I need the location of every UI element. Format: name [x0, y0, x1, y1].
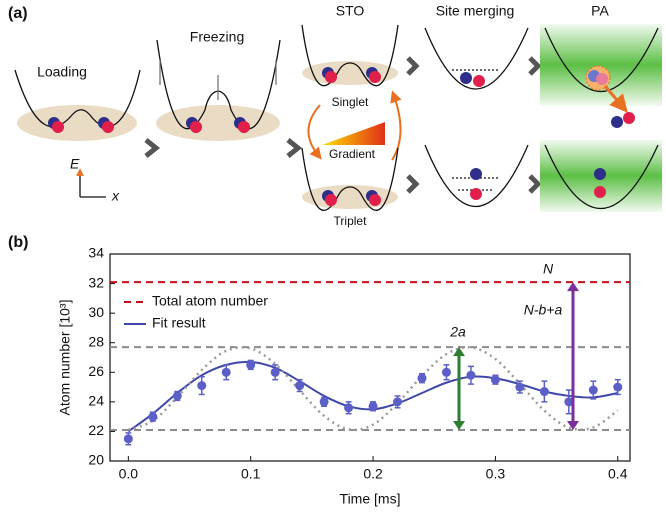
- atom: [596, 73, 608, 85]
- data-point: [466, 370, 476, 380]
- state-label: Triplet: [334, 214, 368, 228]
- data-point: [344, 403, 354, 413]
- potential: [424, 144, 529, 207]
- atom: [594, 168, 606, 180]
- atom: [623, 112, 635, 124]
- chevron: [528, 174, 542, 194]
- data-point: [221, 367, 231, 377]
- data-point: [246, 360, 256, 370]
- atom: [460, 72, 472, 84]
- chevron: [406, 56, 420, 76]
- x-tick-label: 0.1: [241, 466, 261, 482]
- y-tick-label: 26: [88, 363, 104, 379]
- plot-frame: [109, 253, 631, 462]
- data-point: [319, 397, 329, 407]
- data-point: [270, 367, 280, 377]
- stage-label: Site merging: [436, 3, 515, 19]
- potential: [301, 24, 399, 87]
- axis-label: x: [111, 188, 120, 204]
- atom: [325, 194, 337, 206]
- legend-label: Fit result: [152, 315, 206, 331]
- y-tick-label: 22: [88, 422, 104, 438]
- y-tick-label: 34: [88, 245, 104, 261]
- atom: [325, 71, 337, 83]
- series-line: [127, 345, 619, 432]
- atom: [190, 121, 202, 133]
- atom: [52, 121, 64, 133]
- atom: [473, 75, 485, 87]
- gradient-wedge: [322, 122, 385, 145]
- chevron: [144, 138, 161, 158]
- chevron: [286, 138, 303, 158]
- stage-label: Freezing: [190, 29, 244, 45]
- arrow: [390, 90, 402, 161]
- axis-label: E: [70, 156, 80, 172]
- x-axis-label: Time [ms]: [340, 491, 401, 507]
- data-point: [441, 367, 451, 377]
- data-point: [564, 397, 574, 407]
- annotation: N: [543, 261, 554, 277]
- potential: [544, 27, 659, 92]
- atom: [238, 121, 250, 133]
- atom: [594, 186, 606, 198]
- y-tick-label: 28: [88, 333, 104, 349]
- gradient-label: Gradient: [329, 147, 376, 161]
- y-tick-label: 30: [88, 304, 104, 320]
- x-tick-label: 0.0: [119, 466, 139, 482]
- data-point: [172, 391, 182, 401]
- data-point: [515, 382, 525, 392]
- potential: [424, 27, 529, 90]
- atom: [470, 188, 482, 200]
- atom: [102, 121, 114, 133]
- stage-label: Loading: [37, 64, 87, 80]
- stage-label: PA: [591, 3, 609, 19]
- panel-b: (b) 20 22 24 26 28 30 32 34 0.0 0.1 0.2 0.3 0.4 Time […: [8, 234, 631, 507]
- arrow: [603, 85, 628, 113]
- x-tick-label: 0.3: [486, 466, 506, 482]
- arrow: [307, 104, 322, 160]
- data-point: [393, 397, 403, 407]
- chevron: [528, 56, 542, 76]
- atom: [369, 71, 381, 83]
- panel-a: (a) Loading Freezing STO Site merging PA…: [8, 3, 662, 228]
- atom: [470, 168, 482, 180]
- data-point: [613, 382, 623, 392]
- atom: [369, 194, 381, 206]
- data-point: [539, 387, 549, 397]
- potential: [544, 144, 659, 209]
- data-point: [197, 381, 207, 391]
- atom-cloud: [156, 105, 280, 141]
- y-axis-label: Atom number [10³]: [57, 300, 73, 416]
- data-point: [490, 375, 500, 385]
- panel-label: (b): [8, 234, 28, 251]
- data-point: [148, 412, 158, 422]
- stage-label: STO: [336, 3, 365, 19]
- annotation: N-b+a: [524, 302, 563, 318]
- annotation: 2a: [449, 324, 466, 340]
- y-tick-label: 24: [88, 393, 104, 409]
- data-point: [417, 373, 427, 383]
- y-tick-label: 20: [88, 452, 104, 468]
- x-tick-label: 0.2: [363, 466, 383, 482]
- panel-label: (a): [8, 5, 28, 22]
- atom: [611, 116, 623, 128]
- data-point: [123, 434, 133, 444]
- potential: [301, 147, 399, 211]
- laser-field: [540, 24, 662, 106]
- arrow-head: [567, 282, 579, 292]
- arrow-head: [453, 420, 465, 430]
- data-point: [295, 381, 305, 391]
- legend-label: Total atom number: [152, 293, 268, 309]
- potential: [14, 69, 141, 128]
- chevron: [406, 174, 420, 194]
- state-label: Singlet: [332, 95, 369, 109]
- data-point: [588, 385, 598, 395]
- arrow-head: [567, 420, 579, 430]
- x-tick-label: 0.4: [608, 466, 628, 482]
- data-point: [368, 401, 378, 411]
- y-tick-label: 32: [88, 274, 104, 290]
- arrow-head: [453, 347, 465, 357]
